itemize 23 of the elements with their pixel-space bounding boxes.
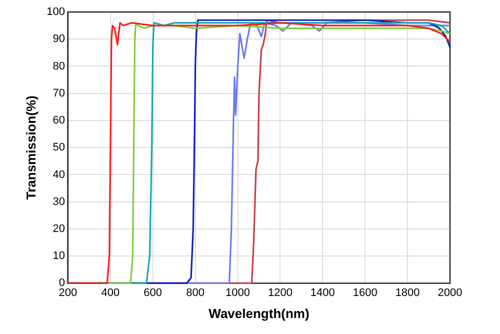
x-tick-label: 800 [186,286,204,299]
y-tick-label: 80 [52,60,65,72]
y-tick-label: 0 [58,277,65,290]
y-tick-label: 100 [46,6,65,18]
x-tick-label: 1800 [395,286,420,299]
y-tick-label: 90 [52,33,65,46]
x-tick-label: 1400 [310,286,335,299]
x-tick-label: 2000 [438,286,462,299]
y-tick-label: 40 [52,168,65,181]
y-axis-title: Transmission(%) [23,96,38,200]
y-tick-label: 70 [52,87,65,100]
x-tick-label: 1600 [352,286,378,299]
y-tick-label: 50 [52,142,65,154]
y-tick-label: 10 [52,250,65,262]
y-tick-label: 60 [52,114,65,127]
y-tick-label: 30 [52,196,65,208]
x-tick-label: 200 [58,286,78,299]
y-tick-label: 20 [52,222,65,235]
x-tick-label: 400 [101,286,120,299]
x-tick-label: 1200 [268,286,292,299]
x-axis-title: Wavelength(nm) [208,306,310,321]
x-tick-label: 1000 [226,286,250,299]
x-tick-label: 600 [144,286,162,299]
